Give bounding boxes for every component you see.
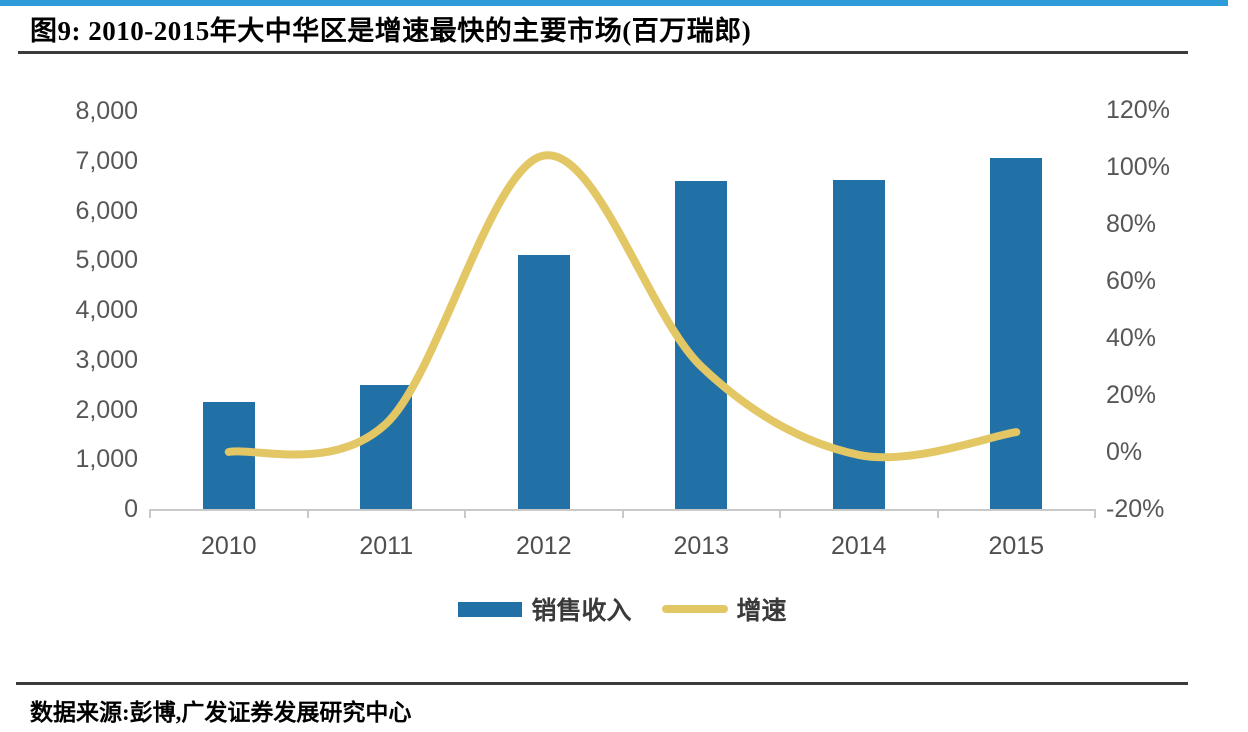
x-axis-tick <box>149 509 151 518</box>
left-axis-tick-label: 2,000 <box>75 395 138 424</box>
x-axis-label-2012: 2012 <box>515 532 572 560</box>
left-axis-tick-label: 0 <box>124 495 138 523</box>
bar-2011 <box>360 385 413 509</box>
right-axis-tick-label: 100% <box>1106 153 1170 181</box>
x-axis-tick <box>621 509 624 518</box>
x-axis-tick <box>779 509 781 518</box>
x-axis-label-2013: 2013 <box>673 532 730 560</box>
x-axis-label-2015: 2015 <box>988 532 1045 560</box>
left-axis-tick-label: 4,000 <box>75 296 138 324</box>
right-axis-tick-label: -20% <box>1106 495 1165 523</box>
x-axis-label-2010: 2010 <box>200 532 257 560</box>
right-axis-tick-label: 60% <box>1106 267 1157 295</box>
figure-title: 图9: 2010-2015年大中华区是增速最快的主要市场(百万瑞郎) <box>30 16 752 46</box>
growth-line-path <box>224 151 1021 462</box>
left-axis-tick-label: 8,000 <box>75 97 138 125</box>
right-axis-tick-label: 0% <box>1106 438 1143 466</box>
x-axis-label-2014: 2014 <box>830 532 887 560</box>
bar-2010 <box>202 402 255 509</box>
legend-bar-swatch <box>458 601 523 617</box>
title-divider <box>18 51 1188 54</box>
x-axis-tick <box>1094 509 1096 518</box>
bar-2014 <box>832 180 885 509</box>
legend-label-growth: 增速 <box>736 598 787 625</box>
accent-top-strip <box>0 0 1228 6</box>
left-axis-tick-label: 6,000 <box>75 196 138 225</box>
right-axis-tick-label: 40% <box>1106 324 1157 352</box>
left-axis-tick-label: 7,000 <box>75 146 138 175</box>
bar-2013 <box>675 181 728 509</box>
chart-legend: 销售收入 增速 <box>150 591 1095 627</box>
legend-label-revenue: 销售收入 <box>531 598 632 625</box>
bar-2015 <box>990 158 1043 509</box>
data-source-text: 数据来源:彭博,广发证券发展研究中心 <box>30 700 412 725</box>
x-axis-label-2011: 2011 <box>359 532 414 560</box>
right-axis-tick-label: 80% <box>1106 210 1157 238</box>
legend-item-growth: 增速 <box>661 591 787 627</box>
right-axis-tick-label: 20% <box>1106 381 1157 409</box>
footer-divider <box>16 682 1188 685</box>
bar-2012 <box>517 255 570 509</box>
x-axis-tick <box>306 509 309 518</box>
left-axis-tick-label: 1,000 <box>75 445 138 474</box>
x-axis-tick <box>464 509 466 518</box>
right-axis-tick-label: 120% <box>1106 96 1170 124</box>
left-axis-tick-label: 5,000 <box>75 246 138 275</box>
legend-item-revenue: 销售收入 <box>458 591 632 627</box>
x-axis-tick <box>936 509 939 518</box>
legend-line-swatch <box>661 605 728 613</box>
left-axis-tick-label: 3,000 <box>75 345 138 374</box>
